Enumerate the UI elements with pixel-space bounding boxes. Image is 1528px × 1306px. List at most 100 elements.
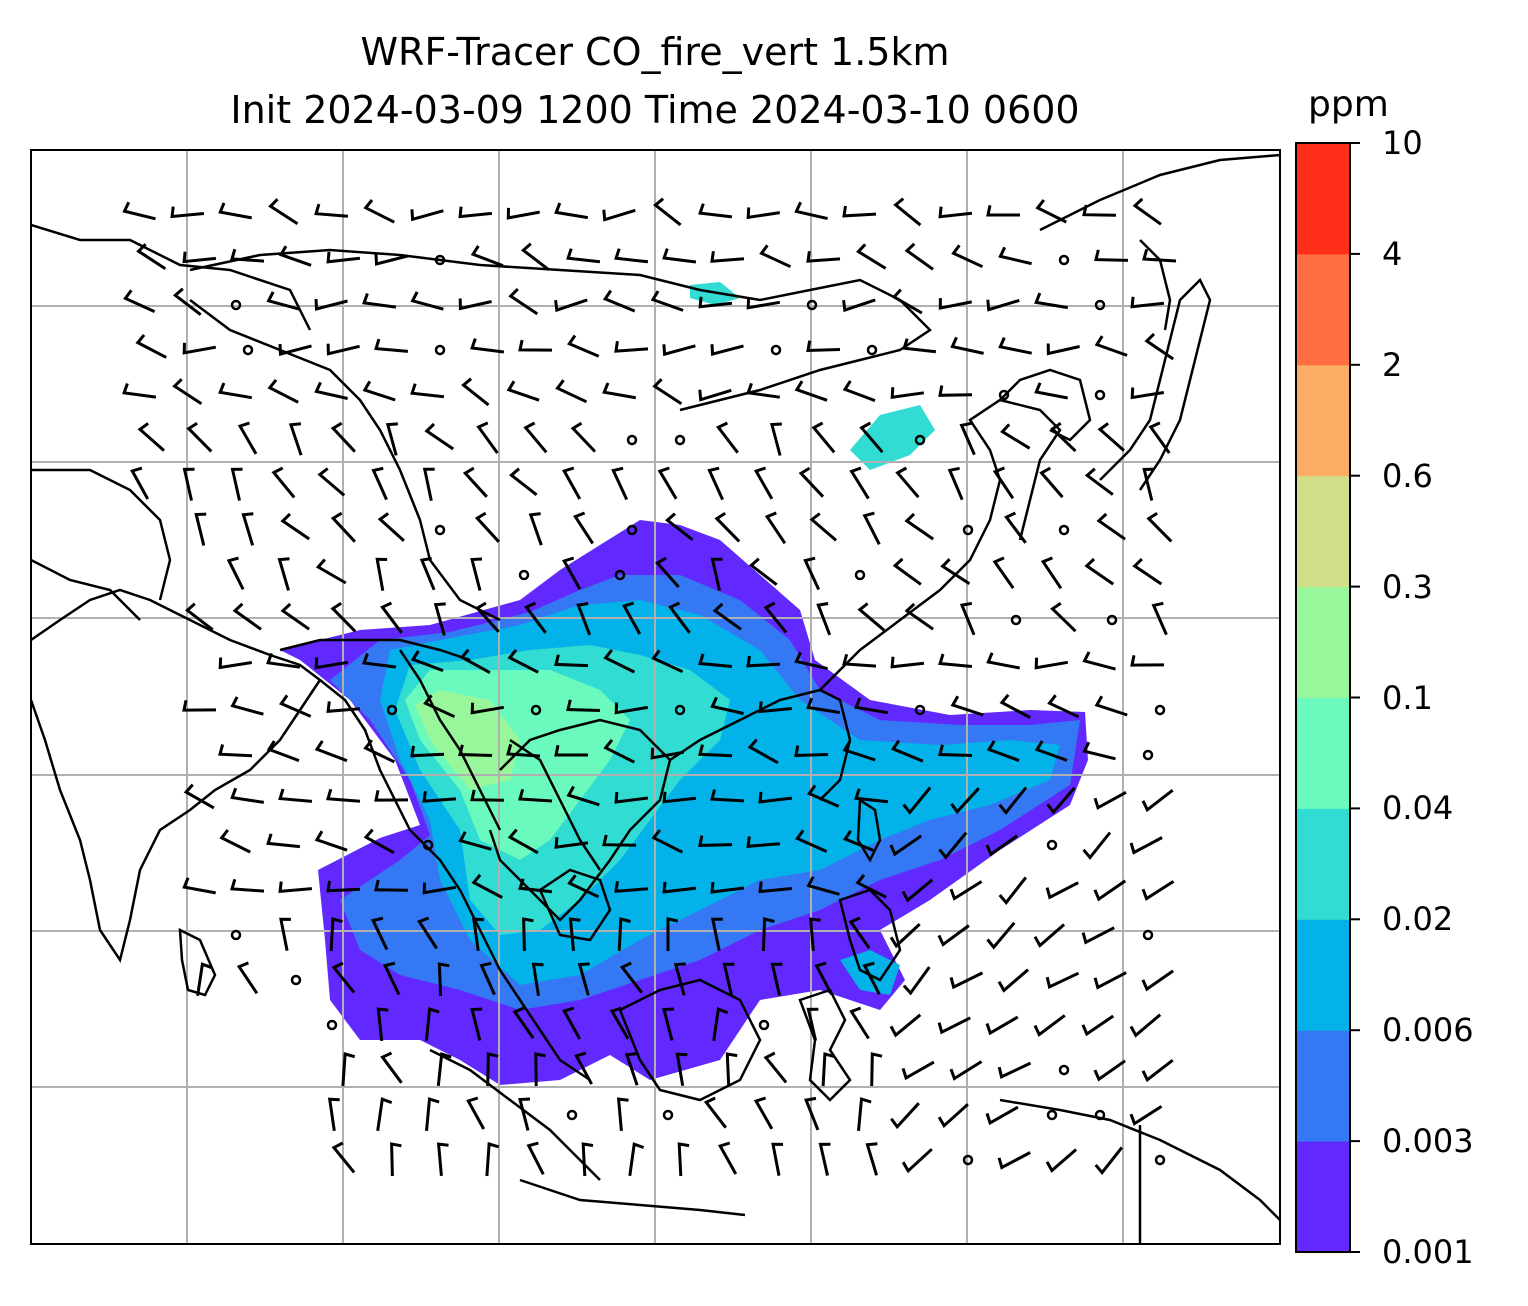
wind-barb [1046, 786, 1076, 815]
wind-barb [470, 1007, 483, 1041]
colorbar-segment [1296, 808, 1350, 920]
wind-barb [1047, 694, 1080, 719]
colorbar-unit: ppm [1308, 84, 1389, 125]
wind-barb [1146, 511, 1173, 543]
wind-barbs [122, 197, 1177, 1177]
wind-barb [617, 917, 631, 952]
wind-barb [806, 876, 840, 896]
wind-barb [959, 421, 976, 456]
wind-barb [759, 244, 792, 269]
wind-barb [424, 1007, 440, 1042]
wind-barb [902, 338, 937, 354]
colorbar-tick-label: 0.006 [1382, 1011, 1474, 1050]
wind-barb [722, 962, 735, 996]
wind-barb [230, 878, 265, 893]
wind-barb [747, 738, 779, 765]
wind-barb [842, 653, 877, 668]
tracer-field [280, 282, 1088, 1085]
wind-barb [466, 1096, 486, 1130]
calm-wind-marker [1094, 1109, 1106, 1121]
wind-barb [266, 740, 300, 763]
wind-barb [1081, 926, 1115, 945]
calm-wind-marker [1010, 614, 1022, 626]
wind-barb [518, 339, 553, 352]
wind-barb [326, 343, 360, 356]
colorbar-tick-label: 0.003 [1382, 1122, 1474, 1161]
wind-barb [763, 1051, 788, 1084]
wind-barb [714, 511, 741, 543]
wind-barb [859, 421, 884, 454]
wind-barb [985, 834, 1018, 857]
wind-barb [602, 208, 636, 222]
wind-barb [614, 248, 649, 264]
wind-barb [794, 380, 828, 402]
wind-barb [568, 917, 581, 952]
wind-barb [279, 694, 312, 718]
wind-barb [554, 744, 588, 757]
wind-barb [523, 421, 548, 454]
wind-barb [803, 556, 821, 591]
calm-wind-marker [1154, 704, 1166, 716]
wind-barb [518, 878, 553, 894]
wind-barb [614, 340, 649, 353]
coastline-korea [999, 368, 1092, 442]
wind-barb [330, 601, 357, 633]
wind-barb [1034, 740, 1068, 762]
wind-barb [616, 1097, 629, 1132]
calm-wind-marker [914, 704, 926, 716]
wind-barb [1034, 657, 1069, 670]
map-title-line2: Init 2024-03-09 1200 Time 2024-03-10 060… [230, 88, 1080, 132]
wind-barb [471, 873, 503, 899]
wind-barb [1142, 467, 1155, 501]
calm-wind-marker [626, 524, 638, 536]
wind-barb [237, 421, 258, 455]
wind-barb [554, 202, 589, 220]
wind-barb [314, 740, 348, 763]
calm-wind-marker [422, 839, 434, 851]
wind-barb [123, 289, 156, 313]
wind-barb [997, 1151, 1031, 1170]
wind-barb [1040, 556, 1063, 590]
wind-barb [1141, 1059, 1174, 1083]
wind-barb [329, 917, 343, 952]
wind-barb [566, 699, 601, 712]
border-kazakh [31, 223, 312, 331]
wind-barb [857, 602, 886, 632]
wind-barb [576, 602, 592, 636]
border-central-asia [31, 468, 172, 601]
colorbar-tick-label: 0.6 [1382, 456, 1433, 495]
wind-barb [507, 648, 539, 674]
wind-barb [425, 1097, 440, 1132]
wind-barb [374, 790, 409, 802]
wind-barb [461, 377, 490, 407]
wind-barb [509, 467, 538, 496]
calm-wind-marker [326, 1019, 338, 1031]
calm-wind-marker [1154, 1154, 1166, 1166]
wind-barb [380, 1051, 403, 1084]
wind-barb [842, 829, 876, 853]
wind-barb [470, 789, 505, 802]
wind-barb [666, 917, 679, 951]
wind-barb [1046, 343, 1080, 356]
wind-barb [182, 251, 217, 264]
wind-barb [470, 245, 504, 268]
wind-barb [1094, 249, 1129, 262]
wind-barb [1082, 831, 1112, 860]
wind-barb [567, 874, 600, 899]
wind-barb [999, 693, 1031, 719]
calm-wind-marker [1058, 1064, 1070, 1076]
calm-wind-marker [242, 344, 254, 356]
wind-barb [555, 379, 588, 404]
wind-barb [136, 243, 167, 270]
calm-wind-marker [854, 569, 866, 581]
border-china-west [189, 299, 501, 622]
wind-barb [998, 246, 1032, 266]
wind-barb [1094, 1146, 1124, 1175]
field-north-patch [850, 405, 935, 470]
wind-barb [1004, 511, 1027, 544]
wind-barb [855, 874, 887, 899]
wind-barb [854, 788, 889, 804]
wind-barb [746, 297, 781, 310]
wind-barb [892, 557, 922, 586]
wind-barb [710, 557, 723, 591]
